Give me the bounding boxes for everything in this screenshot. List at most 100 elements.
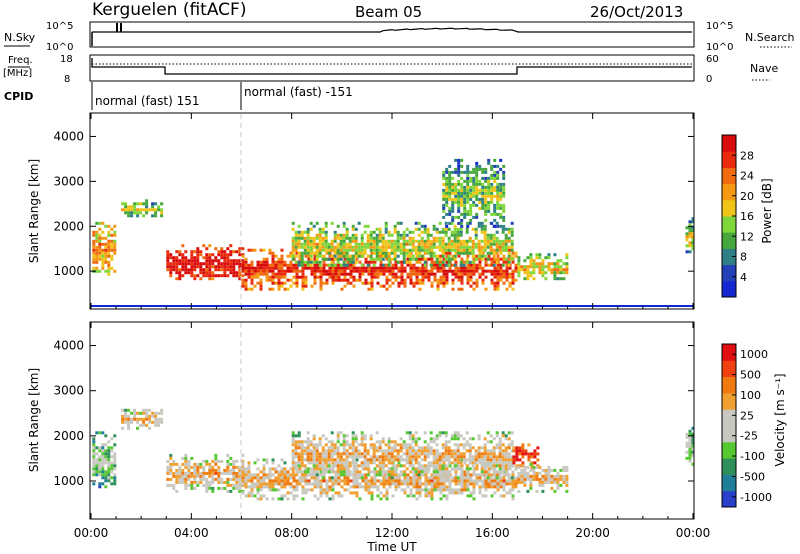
range-gate-cell [381,473,385,477]
range-gate-cell [448,194,452,198]
range-gate-cell [321,476,325,480]
range-gate-cell [490,272,494,276]
range-gate-cell [223,268,227,272]
range-gate-cell [336,452,340,456]
range-gate-cell [193,462,197,466]
range-gate-cell [460,188,464,192]
range-gate-cell [375,458,379,462]
range-gate-cell [238,277,242,281]
range-gate-cell [450,245,454,249]
range-gate-cell [472,179,476,183]
range-gate-cell [685,250,689,254]
range-gate-cell [532,474,536,478]
range-gate-cell [691,241,695,245]
range-gate-cell [460,224,464,228]
range-gate-cell [187,477,191,481]
range-gate-cell [430,272,434,276]
range-gate-cell [345,470,349,474]
range-gate-cell [402,464,406,468]
range-gate-cell [466,266,470,270]
range-gate-cell [92,461,96,465]
range-gate-cell [361,479,365,483]
range-gate-cell [466,221,470,225]
range-gate-cell [303,467,307,471]
range-gate-cell [385,263,389,267]
range-gate-cell [435,257,439,261]
range-gate-cell [342,458,346,462]
range-gate-cell [339,431,343,435]
range-gate-cell [295,275,299,279]
range-gate-cell [360,452,364,456]
range-gate-cell [400,479,404,483]
range-gate-cell [688,447,692,451]
range-gate-cell [423,248,427,252]
range-gate-cell [340,278,344,282]
colorbar-swatch [722,151,736,168]
range-gate-cell [280,269,284,273]
range-gate-cell [373,482,377,486]
range-gate-cell [333,458,337,462]
range-gate-cell [289,491,293,495]
range-gate-cell [480,254,484,258]
range-gate-cell [259,479,263,483]
range-gate-cell [238,250,242,254]
range-gate-cell [511,473,515,477]
range-gate-cell [396,476,400,480]
range-gate-cell [187,259,191,263]
range-gate-cell [408,452,412,456]
range-gate-cell [487,191,491,195]
range-gate-cell [490,197,494,201]
range-gate-cell [515,452,519,456]
range-gate-cell [136,426,140,430]
range-gate-cell [504,458,508,462]
range-gate-cell [435,227,439,231]
range-gate-cell [226,265,230,269]
range-gate-cell [295,470,299,474]
range-gate-cell [493,203,497,207]
range-gate-cell [512,455,516,459]
range-gate-cell [396,449,400,453]
range-gate-cell [523,477,527,481]
range-gate-cell [187,271,191,275]
range-gate-cell [533,455,537,459]
range-gate-cell [268,248,272,252]
range-gate-cell [208,465,212,469]
range-gate-cell [306,449,310,453]
range-gate-cell [208,271,212,275]
range-gate-cell [526,271,530,275]
range-gate-cell [193,486,197,490]
range-gate-cell [553,468,557,472]
range-gate-cell [490,188,494,192]
range-gate-cell [409,476,413,480]
range-gate-cell [499,251,503,255]
range-gate-cell [490,212,494,216]
range-gate-cell [101,476,105,480]
colorbar-tick-label: -1000 [740,491,772,504]
range-gate-cell [318,464,322,468]
range-gate-cell [381,437,385,441]
range-gate-cell [418,476,422,480]
range-gate-cell [327,245,331,249]
range-gate-cell [336,224,340,228]
range-gate-cell [460,470,464,474]
range-gate-cell [274,260,278,264]
range-gate-cell [360,473,364,477]
range-gate-cell [375,239,379,243]
range-gate-cell [318,437,322,441]
range-gate-cell [107,449,111,453]
range-gate-cell [423,440,427,444]
range-gate-cell [484,170,488,174]
range-gate-cell [110,464,114,468]
range-gate-cell [92,242,96,246]
range-gate-cell [477,452,481,456]
range-gate-cell [435,443,439,447]
range-gate-cell [166,262,170,266]
range-gate-cell [492,254,496,258]
range-gate-cell [381,242,385,246]
range-gate-cell [499,188,503,192]
range-gate-cell [121,420,125,424]
range-gate-cell [390,257,394,261]
range-gate-cell [345,461,349,465]
range-gate-cell [421,263,425,267]
range-gate-cell [312,455,316,459]
